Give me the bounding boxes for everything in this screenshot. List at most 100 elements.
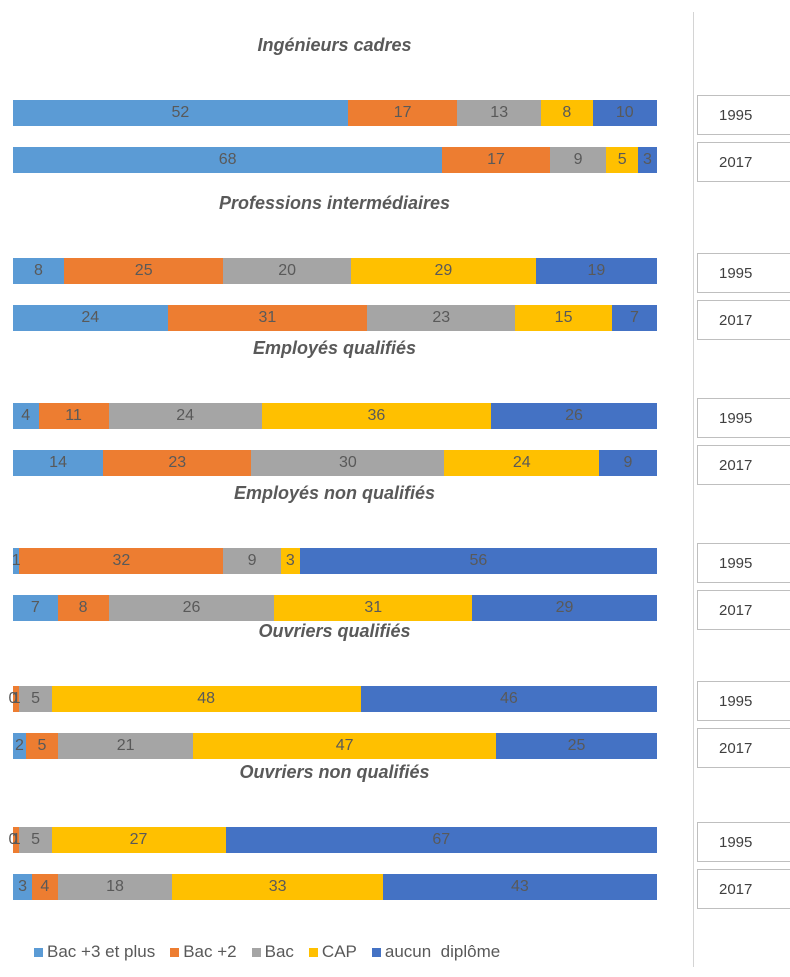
bar-segment: 24 — [13, 305, 168, 331]
bar-segment: 56 — [299, 548, 657, 574]
legend-swatch — [170, 947, 180, 957]
data-label: 11 — [65, 407, 82, 424]
bar-row: 4 11 24 36 26 — [13, 403, 657, 429]
data-label: 1 — [11, 690, 21, 707]
bar-segment: 48 — [51, 686, 361, 712]
data-label: 15 — [554, 309, 573, 326]
bar-segment: 8 — [13, 258, 64, 284]
bar-row: 8 25 20 29 19 — [13, 258, 657, 284]
year-cell: 1995 — [697, 398, 790, 438]
legend-label: Bac +3 et plus — [47, 942, 156, 961]
bar-segment: 17 — [442, 147, 550, 173]
bar-segment: 10 — [592, 100, 657, 126]
bar-row: 24 31 23 15 7 — [13, 305, 657, 331]
bar-row: 14 23 30 24 9 — [13, 450, 657, 476]
data-label: 31 — [258, 309, 277, 326]
data-label: 10 — [615, 104, 634, 121]
legend-label: CAP — [321, 942, 357, 961]
data-label: 21 — [116, 737, 135, 754]
bar-segment: 52 — [13, 100, 348, 126]
bar-segment: 15 — [515, 305, 612, 331]
data-label: 9 — [247, 552, 257, 569]
group-title: Ouvriers non qualifiés — [239, 762, 430, 782]
bar-segment: 18 — [57, 874, 173, 900]
bar-segment: 8 — [57, 595, 109, 621]
year-cell: 2017 — [697, 300, 790, 340]
data-label: 20 — [278, 262, 297, 279]
legend-item: Bac +3 et plus — [34, 942, 155, 962]
data-label: 4 — [40, 878, 50, 895]
data-label: 23 — [432, 309, 451, 326]
data-label: 23 — [168, 454, 187, 471]
data-label: 26 — [565, 407, 583, 424]
legend-item: aucun diplôme — [371, 942, 501, 962]
bar-segment: 31 — [274, 595, 473, 621]
bar-row: 7 8 26 31 29 — [13, 595, 657, 621]
legend-label: Bac — [264, 942, 294, 961]
data-label: 46 — [499, 690, 518, 707]
data-label: 3 — [18, 878, 28, 895]
data-label: 24 — [512, 454, 531, 471]
bar-row: 68 17 9 5 3 — [13, 147, 657, 173]
legend-label: aucun diplôme — [384, 942, 501, 961]
bar-segment: 11 — [38, 403, 109, 429]
data-label: 14 — [49, 454, 67, 471]
bar-segment: 29 — [350, 258, 536, 284]
data-label: 36 — [367, 407, 386, 424]
bar-segment: 19 — [535, 258, 657, 284]
data-label: 25 — [567, 737, 586, 754]
bar-segment: 46 — [360, 686, 657, 712]
bar-segment: 9 — [599, 450, 657, 476]
data-label: 3 — [643, 151, 652, 168]
year-cell: 1995 — [697, 253, 790, 293]
legend-item: CAP — [308, 942, 357, 962]
bar-segment: 14 — [13, 450, 104, 476]
bar-segment: 4 — [32, 874, 58, 900]
data-label: 31 — [364, 599, 383, 616]
bar-segment: 26 — [108, 595, 275, 621]
data-label: 47 — [335, 737, 354, 754]
bar-segment: 7 — [611, 305, 657, 331]
data-label: 8 — [562, 104, 572, 121]
data-label: 8 — [78, 599, 88, 616]
bar-segment: 24 — [444, 450, 599, 476]
data-label: 7 — [30, 599, 40, 616]
legend-label: Bac +2 — [183, 942, 237, 961]
bar-segment: 5 — [19, 827, 52, 853]
year-cell: 2017 — [697, 590, 790, 630]
bar-segment: 25 — [495, 733, 657, 759]
data-label: 5 — [31, 690, 40, 707]
data-label: 5 — [31, 831, 40, 848]
bar-segment: 33 — [172, 874, 383, 900]
bar-row: 3 4 18 33 43 — [13, 874, 657, 900]
data-label: 9 — [573, 151, 583, 168]
bar-segment: 8 — [541, 100, 593, 126]
year-cell: 2017 — [697, 728, 790, 768]
bar-segment: 24 — [108, 403, 262, 429]
legend-swatch — [251, 947, 261, 957]
bar-row: 2 5 21 47 25 — [13, 733, 657, 759]
data-label: 18 — [106, 878, 124, 895]
data-label: 52 — [171, 104, 190, 121]
bar-segment: 5 — [25, 733, 59, 759]
bar-segment: 67 — [225, 827, 657, 853]
bar-segment: 25 — [64, 258, 224, 284]
bar-row: 0 1 5 27 67 — [9, 827, 657, 853]
data-label: 1 — [11, 552, 21, 569]
data-label: 7 — [629, 309, 639, 326]
data-label: 0 — [8, 690, 18, 707]
data-label: 24 — [81, 309, 100, 326]
bar-segment: 36 — [261, 403, 492, 429]
data-label: 9 — [623, 454, 633, 471]
panel-divider — [693, 12, 694, 967]
bar-segment: 13 — [457, 100, 542, 126]
bar-segment: 5 — [606, 147, 639, 173]
data-label: 13 — [490, 104, 509, 121]
data-label: 27 — [129, 831, 148, 848]
data-label: 19 — [587, 262, 606, 279]
bar-segment: 68 — [13, 147, 443, 173]
data-label: 56 — [469, 552, 488, 569]
data-label: 29 — [555, 599, 574, 616]
year-cell: 1995 — [697, 822, 790, 862]
group-title: Ouvriers qualifiés — [258, 621, 411, 641]
